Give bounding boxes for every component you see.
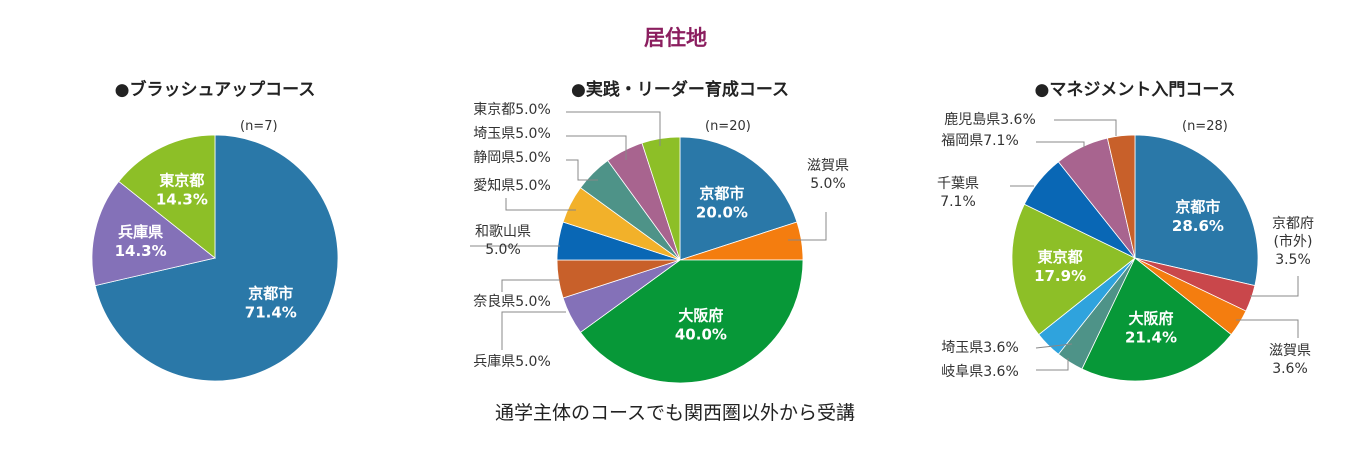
- slice-label: 千葉県: [937, 176, 979, 192]
- chart-n-leader: (n=20): [705, 119, 751, 134]
- leader-line: [501, 279, 560, 292]
- pie-slice: [94, 134, 339, 382]
- slice-label: 静岡県5.0%: [473, 150, 551, 166]
- slice-label: 滋賀県: [807, 158, 849, 174]
- leader-line: [501, 311, 566, 350]
- slice-label: 愛知県5.0%: [473, 177, 551, 194]
- leader-line: [1054, 119, 1117, 136]
- slice-label: 東京都: [1038, 248, 1083, 266]
- slice-label: 兵庫県5.0%: [473, 353, 551, 370]
- chart-n-brushup: (n=7): [240, 119, 278, 134]
- chart-title-leader-text: ●実践・リーダー育成コース: [571, 80, 789, 100]
- slice-label: 京都市: [1175, 198, 1220, 216]
- leader-line: [1035, 343, 1073, 349]
- slice-value-label: 3.6%: [1272, 361, 1308, 377]
- slice-value-label: 5.0%: [485, 242, 521, 258]
- slice-value-label: 5.0%: [810, 176, 846, 192]
- slice-label: 滋賀県: [1269, 343, 1311, 359]
- slice-value-label: 3.5%: [1275, 252, 1311, 268]
- slice-label: (市外): [1274, 233, 1313, 250]
- slice-label: 大阪府: [678, 306, 723, 324]
- slice-value-label: 7.1%: [940, 194, 976, 210]
- footer-note: 通学主体のコースでも関西圏以外から受講: [494, 402, 856, 424]
- slice-value-label: 40.0%: [675, 325, 727, 343]
- chart-title-brushup-text: ●ブラッシュアップコース: [114, 80, 316, 100]
- slice-label: 東京都: [159, 171, 204, 189]
- slice-label: 福岡県7.1%: [941, 133, 1019, 149]
- pie-slice: [1081, 257, 1232, 382]
- pie-slice: [641, 136, 681, 261]
- leader-line: [566, 135, 627, 160]
- pie-slice: [1134, 134, 1259, 287]
- slice-label: 京都市: [699, 184, 744, 202]
- pie-slice: [1011, 203, 1136, 336]
- leader-line: [1236, 319, 1299, 338]
- leader-line: [1250, 276, 1299, 297]
- leader-line: [505, 198, 576, 211]
- slice-label: 奈良県5.0%: [473, 294, 551, 310]
- chart-title-management: ●マネジメント入門コース: [925, 75, 1345, 100]
- leader-line: [788, 212, 827, 241]
- chart-title-leader: ●実践・リーダー育成コース: [470, 75, 890, 100]
- leader-line: [1036, 141, 1085, 148]
- slice-value-label: 14.3%: [156, 190, 208, 208]
- page-title: 居住地: [644, 26, 707, 50]
- slice-label: 岐阜県3.6%: [941, 363, 1019, 380]
- chart-title-brushup: ●ブラッシュアップコース: [5, 75, 425, 100]
- slice-label: 和歌山県: [475, 224, 531, 240]
- slice-label: 鹿児島県3.6%: [944, 111, 1036, 128]
- pie-slice: [1106, 134, 1136, 259]
- chart-title-management-text: ●マネジメント入門コース: [1034, 80, 1236, 100]
- pie-slice: [679, 136, 798, 261]
- chart-n-management: (n=28): [1182, 119, 1228, 134]
- slice-label: 埼玉県5.0%: [473, 126, 551, 142]
- pie-slice: [579, 259, 804, 384]
- slice-label: 兵庫県: [118, 223, 163, 241]
- slice-label: 大阪府: [1128, 310, 1173, 328]
- pie-slice: [91, 180, 216, 287]
- slice-value-label: 20.0%: [696, 203, 748, 221]
- slice-label: 京都府: [1272, 216, 1314, 232]
- leader-line: [566, 159, 598, 181]
- pie-slice: [118, 134, 216, 259]
- slice-label: 京都市: [248, 284, 293, 302]
- slice-value-label: 14.3%: [115, 242, 167, 260]
- leader-line: [566, 111, 661, 146]
- slice-value-label: 17.9%: [1034, 267, 1086, 285]
- slice-value-label: 71.4%: [245, 303, 297, 321]
- slice-label: 東京都5.0%: [473, 102, 551, 118]
- leader-line: [1036, 358, 1069, 371]
- slice-value-label: 28.6%: [1172, 217, 1224, 235]
- slice-label: 埼玉県3.6%: [941, 340, 1019, 356]
- slice-value-label: 21.4%: [1125, 329, 1177, 347]
